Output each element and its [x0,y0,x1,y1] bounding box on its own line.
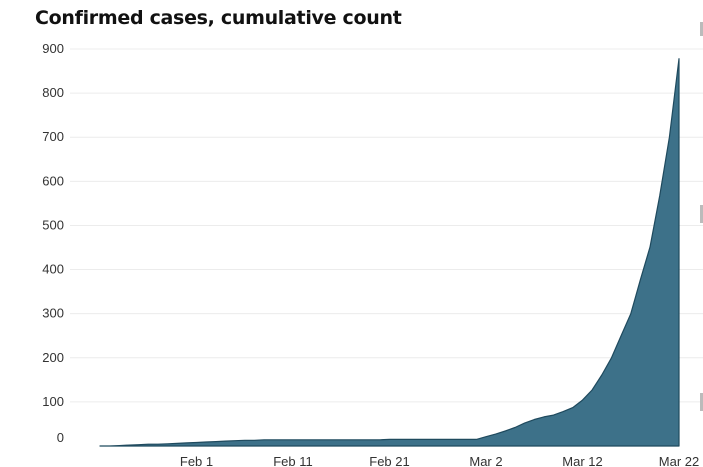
y-tick-label: 600 [42,173,64,188]
y-tick-label: 300 [42,306,64,321]
y-tick-label: 900 [42,41,64,56]
edge-scroll-marker [700,205,703,223]
edge-scroll-marker [700,393,703,411]
y-tick-label: 100 [42,394,64,409]
y-tick-label: 800 [42,85,64,100]
y-axis-tick-labels: 0 100 200 300 400 500 600 700 800 900 [42,41,64,445]
x-tick-label: Mar 22 [659,454,699,467]
edge-scroll-marker [700,22,703,36]
gridlines [70,48,703,403]
x-tick-label: Feb 21 [369,454,409,467]
y-tick-label: 400 [42,262,64,277]
y-tick-label: 700 [42,129,64,144]
chart-title: Confirmed cases, cumulative count [35,7,402,29]
x-tick-label: Mar 2 [469,454,502,467]
y-tick-label: 500 [42,217,64,232]
y-tick-label: 200 [42,350,64,365]
x-tick-label: Mar 12 [562,454,602,467]
x-tick-label: Feb 11 [273,454,313,467]
x-tick-label: Feb 1 [180,454,213,467]
x-axis-tick-labels: Feb 1 Feb 11 Feb 21 Mar 2 Mar 12 Mar 22 [180,454,699,467]
y-tick-label: 0 [57,430,64,445]
cumulative-cases-area [99,58,680,447]
